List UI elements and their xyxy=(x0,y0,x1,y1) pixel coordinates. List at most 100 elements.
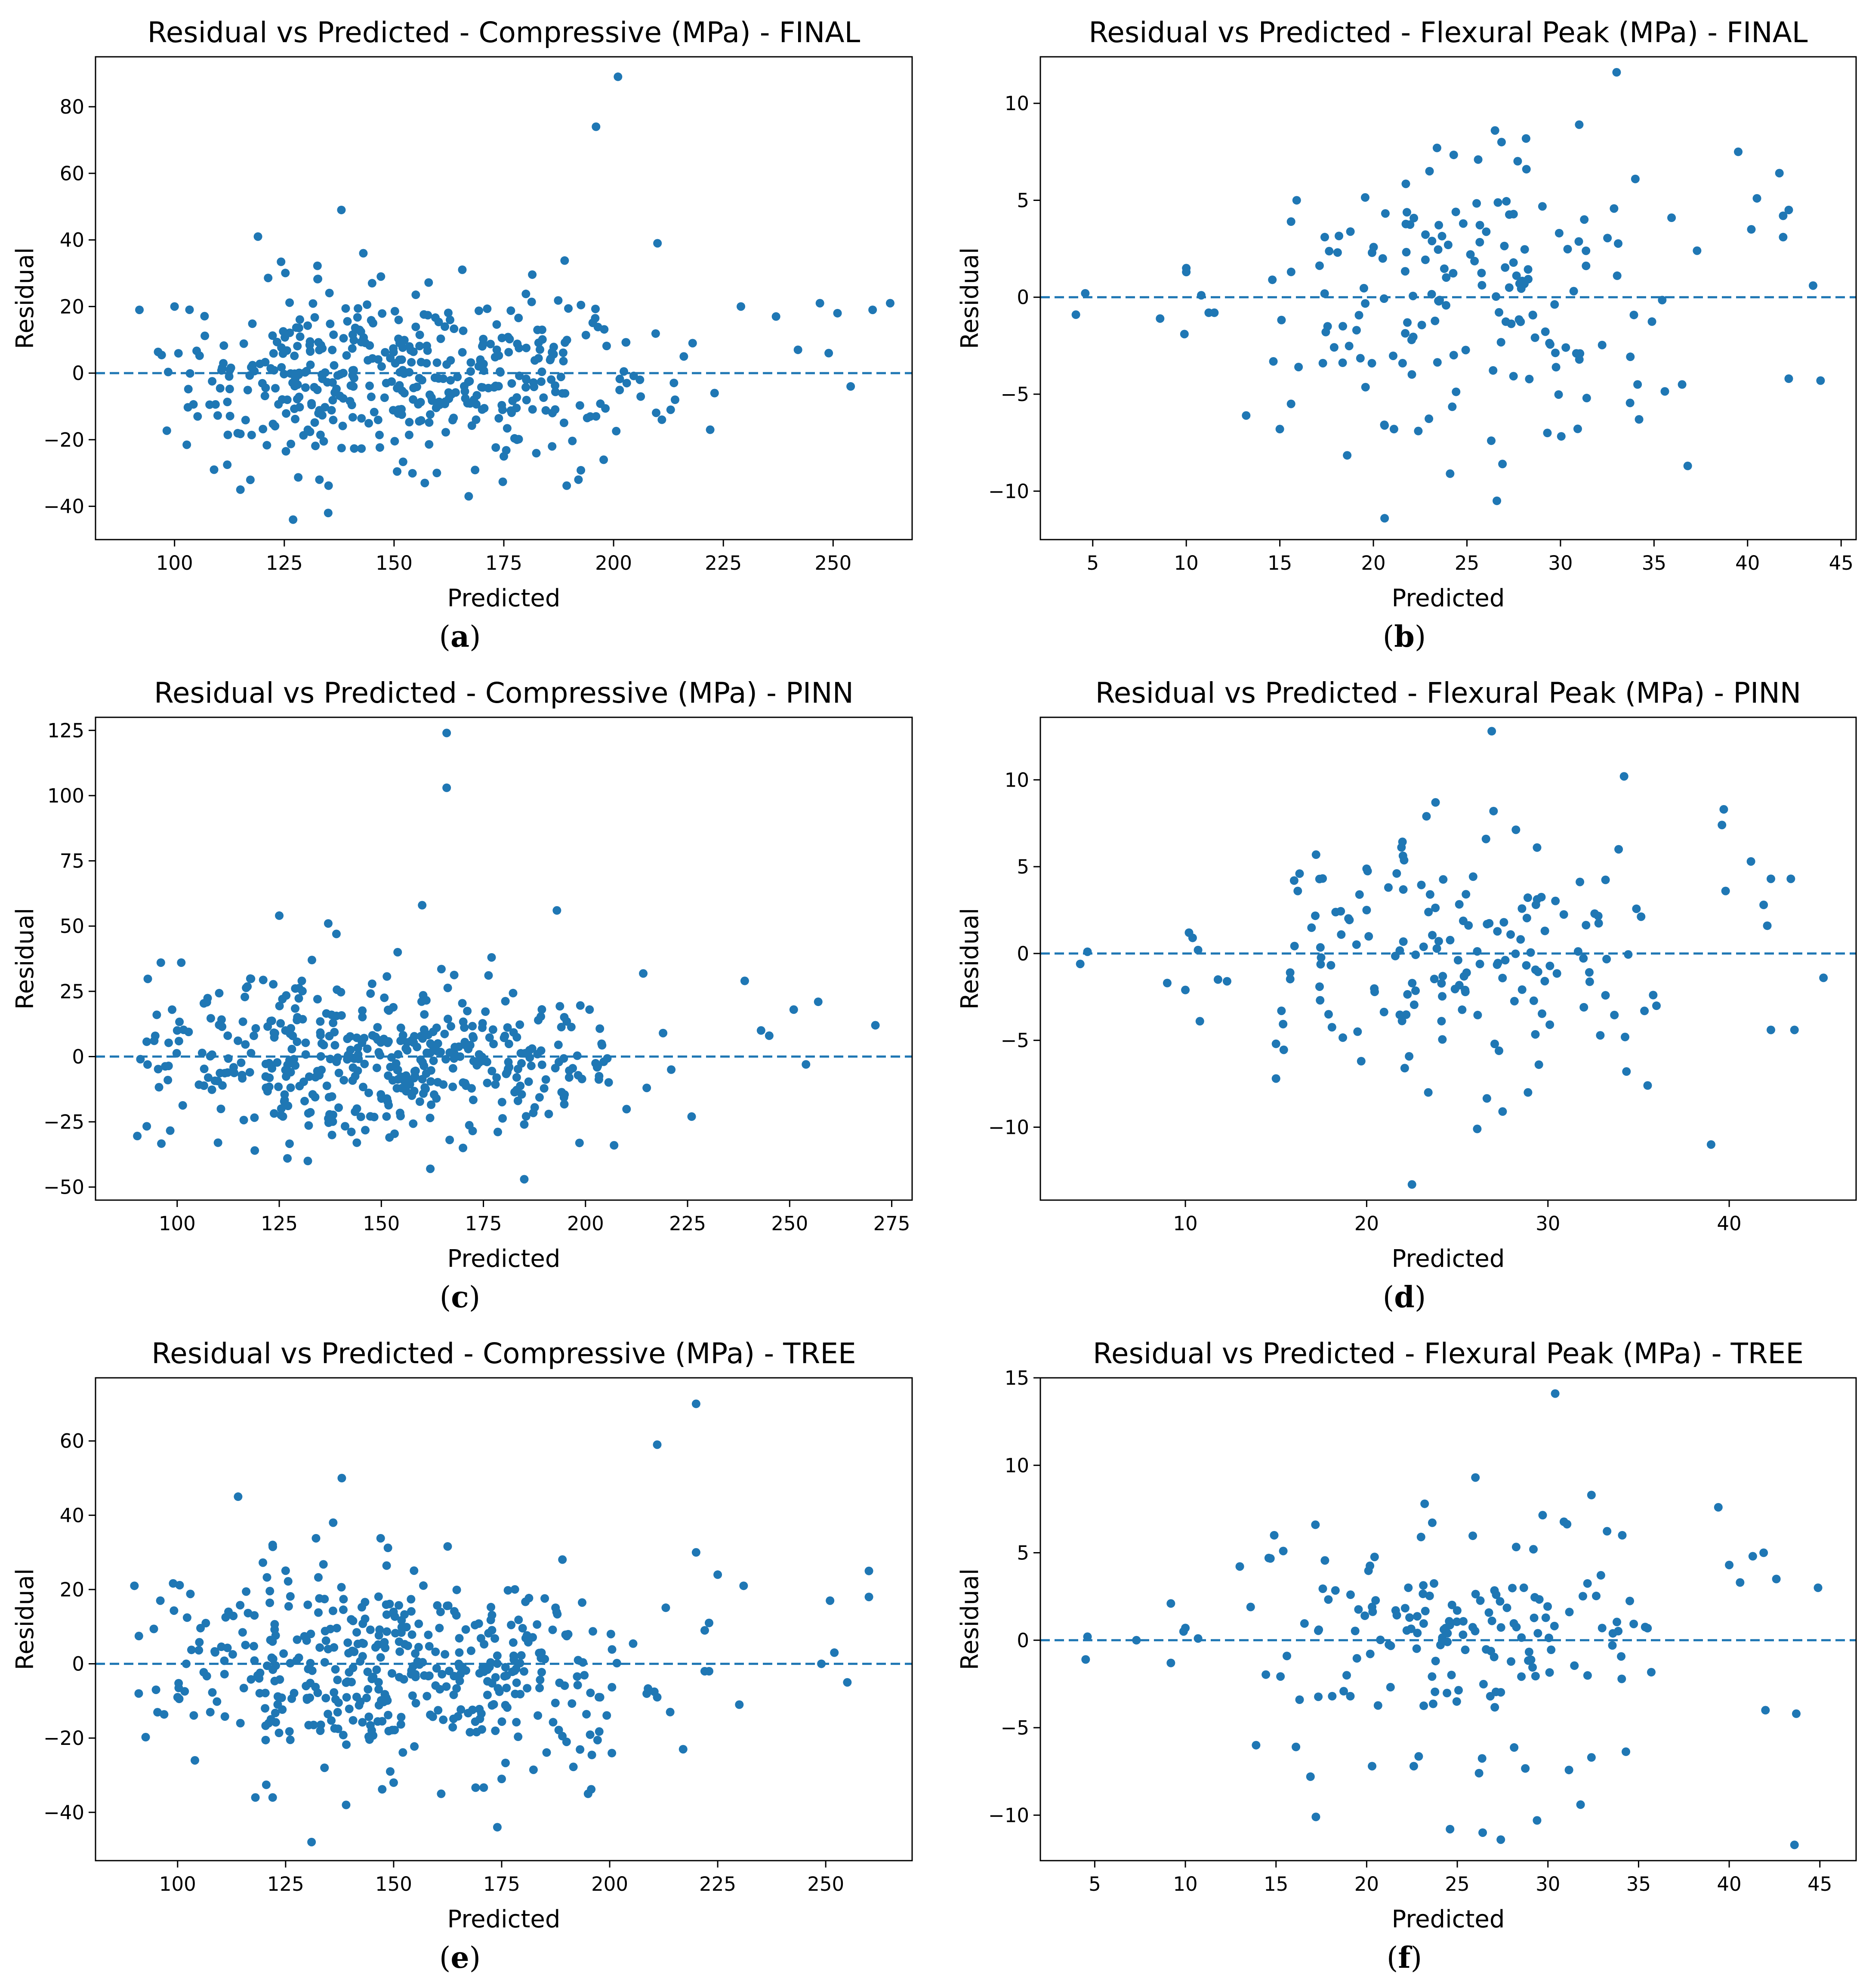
data-point xyxy=(846,382,855,391)
data-point xyxy=(160,1710,169,1719)
data-point xyxy=(290,352,299,361)
data-point xyxy=(378,309,387,318)
data-point xyxy=(281,447,290,456)
data-point xyxy=(1602,954,1611,963)
scatter-points xyxy=(96,1399,912,1846)
data-point xyxy=(149,1624,158,1633)
data-point xyxy=(261,1689,270,1698)
data-point xyxy=(249,1642,258,1651)
data-point xyxy=(332,929,341,938)
data-point xyxy=(345,397,355,406)
data-point xyxy=(276,1019,285,1028)
data-point xyxy=(394,1050,403,1059)
data-point xyxy=(220,1656,229,1665)
data-point xyxy=(1261,1670,1271,1679)
data-point xyxy=(487,1067,497,1076)
data-point xyxy=(262,1780,271,1789)
data-point xyxy=(1431,903,1440,912)
chart-f: Residual vs Predicted - Flexural Peak (M… xyxy=(956,1337,1857,1933)
data-point xyxy=(1286,968,1295,977)
data-point xyxy=(374,1678,383,1687)
data-point xyxy=(1399,885,1408,894)
data-point xyxy=(1166,1658,1175,1667)
data-point xyxy=(133,1132,142,1141)
data-point xyxy=(1626,352,1635,361)
plot-frame xyxy=(95,1377,913,1861)
data-point xyxy=(1367,359,1376,368)
data-point xyxy=(278,1112,287,1121)
data-point xyxy=(270,1676,279,1685)
data-point xyxy=(507,1621,516,1630)
data-point xyxy=(448,1082,457,1091)
data-point xyxy=(771,312,780,321)
data-point xyxy=(1624,950,1633,959)
data-point xyxy=(1411,950,1420,959)
data-point xyxy=(1433,358,1442,367)
data-point xyxy=(549,343,558,352)
data-point xyxy=(562,1632,571,1641)
data-point xyxy=(422,996,431,1005)
data-point xyxy=(1747,225,1756,234)
data-point xyxy=(1591,1591,1601,1600)
data-point xyxy=(537,1668,546,1677)
data-point xyxy=(1528,310,1537,319)
data-point xyxy=(1482,227,1491,236)
data-point xyxy=(1295,869,1304,878)
data-point xyxy=(394,315,403,324)
data-point xyxy=(1506,930,1515,939)
x-tick-label: 250 xyxy=(771,1212,808,1235)
data-point xyxy=(182,440,191,449)
data-point xyxy=(247,1049,256,1058)
data-point xyxy=(1517,1633,1526,1642)
data-point xyxy=(410,1067,419,1076)
data-point xyxy=(1283,1652,1292,1661)
data-point xyxy=(1346,1590,1355,1599)
data-point xyxy=(1324,1010,1333,1019)
data-point xyxy=(458,1662,467,1671)
data-point xyxy=(250,1611,259,1620)
data-point xyxy=(223,1031,232,1040)
data-point xyxy=(410,1087,419,1096)
data-point xyxy=(1431,798,1440,807)
x-axis-label: Predicted xyxy=(1392,584,1505,612)
data-point xyxy=(575,1139,584,1148)
x-tick-label: 125 xyxy=(267,1873,304,1895)
data-point xyxy=(1370,1553,1379,1562)
data-point xyxy=(1520,245,1529,254)
data-point xyxy=(1436,1640,1445,1649)
data-point xyxy=(270,1109,279,1118)
data-point xyxy=(1614,845,1623,854)
data-point xyxy=(443,1542,452,1551)
data-point xyxy=(1779,233,1788,242)
data-point xyxy=(1181,985,1190,994)
data-point xyxy=(1498,973,1507,982)
data-point xyxy=(313,995,322,1004)
scatter-points xyxy=(96,729,912,1184)
data-point xyxy=(1400,856,1409,865)
data-point xyxy=(1633,380,1642,389)
data-point xyxy=(373,1717,382,1726)
data-point xyxy=(388,1726,397,1735)
data-point xyxy=(1360,1611,1369,1620)
data-point xyxy=(1277,1006,1286,1016)
data-point xyxy=(295,1082,304,1091)
data-point xyxy=(445,1048,454,1057)
data-point xyxy=(710,389,719,398)
data-point xyxy=(1343,451,1352,460)
data-point xyxy=(311,441,320,451)
data-point xyxy=(360,1059,369,1068)
data-point xyxy=(262,1661,271,1670)
data-point xyxy=(316,1052,325,1061)
data-point xyxy=(332,1057,341,1066)
data-point xyxy=(400,389,409,398)
data-point xyxy=(207,1085,216,1094)
data-point xyxy=(268,1793,277,1802)
data-point xyxy=(418,1058,427,1067)
data-point xyxy=(532,449,541,458)
data-point xyxy=(1545,1668,1554,1677)
data-point xyxy=(1538,202,1547,211)
data-point xyxy=(561,338,570,347)
data-point xyxy=(1508,1584,1517,1593)
data-point xyxy=(650,1687,659,1696)
